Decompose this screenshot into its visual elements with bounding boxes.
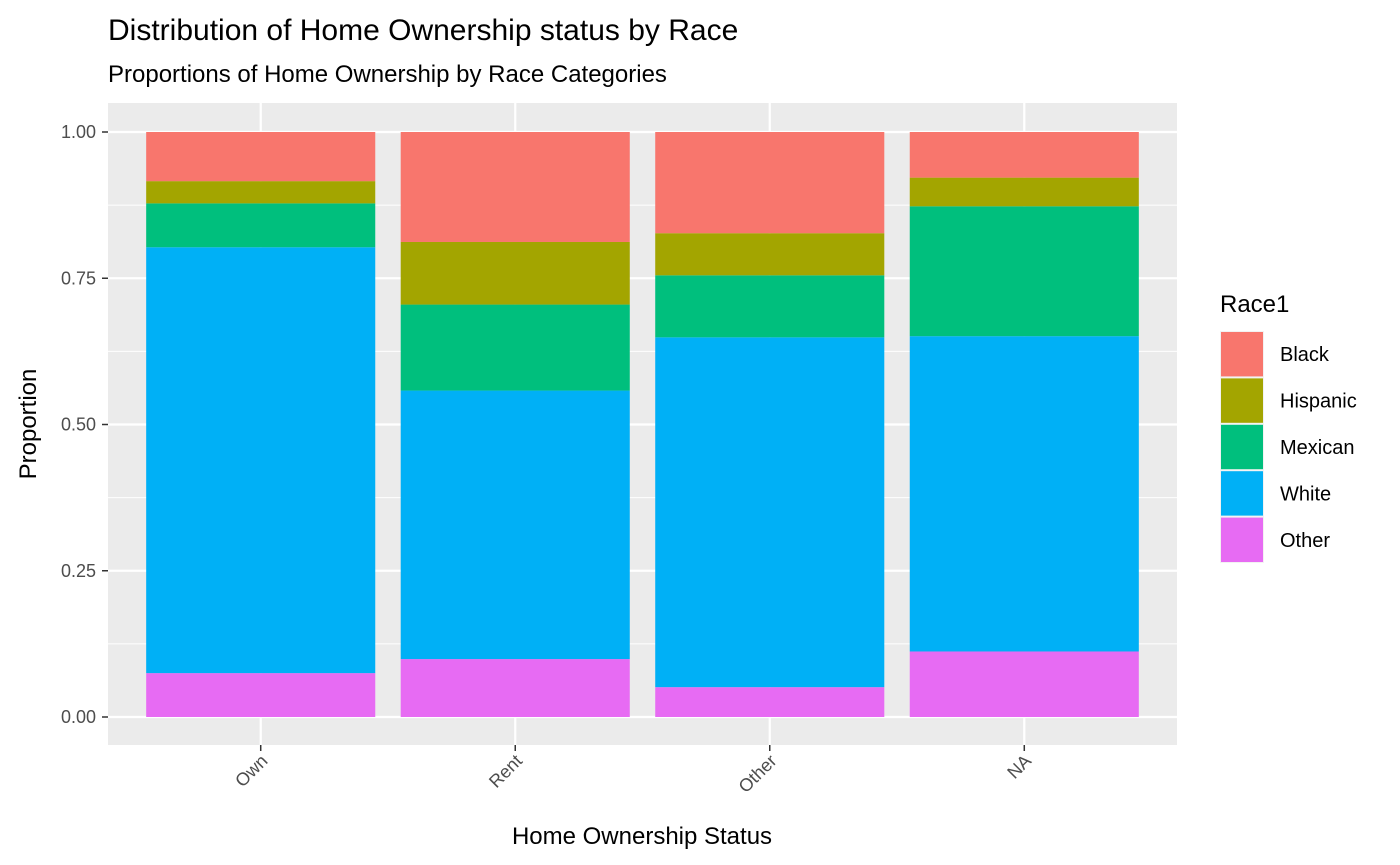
bar-other-black	[655, 132, 885, 234]
bar-rent-white	[400, 390, 630, 660]
legend-label-white: White	[1280, 483, 1331, 505]
bar-own-other	[146, 673, 376, 717]
bar-na-black	[909, 132, 1139, 178]
bar-own-white	[146, 247, 376, 674]
y-tick-label: 0.25	[61, 561, 96, 581]
bar-na-hispanic	[909, 177, 1139, 207]
chart-subtitle: Proportions of Home Ownership by Race Ca…	[108, 61, 667, 88]
legend-label-hispanic: Hispanic	[1280, 391, 1357, 413]
bar-other-hispanic	[655, 233, 885, 276]
legend-swatch-other	[1221, 517, 1263, 562]
x-axis: Own Rent Other NA	[231, 745, 1035, 797]
legend-swatch-hispanic	[1221, 378, 1263, 423]
bar-na-other	[909, 651, 1139, 717]
bar-rent-hispanic	[400, 241, 630, 305]
bar-other-mexican	[655, 275, 885, 338]
legend: Race1 Black Hispanic Mexican White Other	[1220, 291, 1357, 563]
bar-other-white	[655, 337, 885, 688]
x-axis-title: Home Ownership Status	[512, 823, 772, 850]
legend-label-black: Black	[1280, 344, 1330, 366]
legend-swatch-mexican	[1221, 424, 1263, 470]
legend-swatch-black	[1221, 332, 1263, 377]
bar-rent-mexican	[400, 304, 630, 391]
legend-swatch-white	[1221, 471, 1263, 516]
bar-rent-black	[400, 132, 630, 242]
chart-title: Distribution of Home Ownership status by…	[108, 14, 738, 47]
x-tick-label: NA	[1003, 751, 1035, 783]
x-tick-label: Own	[231, 751, 271, 791]
y-tick-label: 0.50	[61, 415, 96, 435]
bar-na-mexican	[909, 206, 1139, 337]
x-tick-label: Rent	[485, 751, 526, 792]
bar-own-mexican	[146, 203, 376, 248]
bars	[146, 132, 1139, 717]
y-tick-label: 0.00	[61, 707, 96, 727]
bar-na-white	[909, 336, 1139, 652]
legend-label-other: Other	[1280, 530, 1330, 552]
y-tick-label: 0.75	[61, 268, 96, 288]
bar-rent-other	[400, 659, 630, 717]
y-tick-label: 1.00	[61, 122, 96, 142]
legend-title: Race1	[1220, 291, 1289, 318]
legend-label-mexican: Mexican	[1280, 437, 1354, 459]
x-tick-label: Other	[735, 751, 781, 797]
bar-own-black	[146, 132, 376, 182]
bar-own-hispanic	[146, 181, 376, 204]
y-axis: 0.00 0.25 0.50 0.75 1.00	[61, 122, 108, 727]
y-axis-title: Proportion	[15, 369, 42, 480]
bar-other-other	[655, 687, 885, 717]
